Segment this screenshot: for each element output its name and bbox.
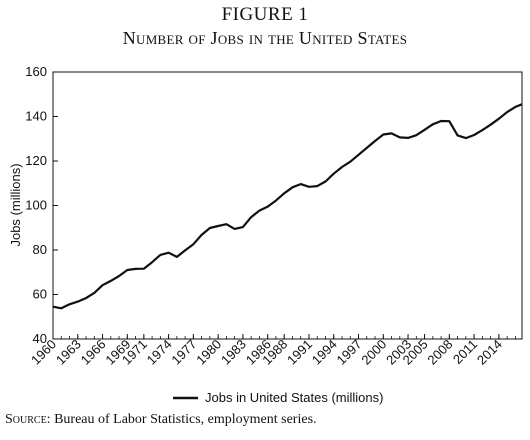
y-axis-label: Jobs (millions): [8, 163, 23, 246]
x-tick-label: 1966: [78, 337, 109, 368]
legend-label: Jobs in United States (millions): [205, 390, 383, 405]
x-tick-label: 2008: [424, 337, 455, 368]
source-note: Source: Bureau of Labor Statistics, empl…: [5, 412, 317, 428]
series-line: [52, 103, 523, 310]
plot-area: [52, 71, 523, 340]
figure-label: FIGURE 1: [221, 4, 309, 25]
x-tick-label: 2011: [450, 337, 480, 367]
figure-title: Number of Jobs in the United States: [122, 28, 408, 48]
y-tick-label: 120: [25, 153, 47, 168]
legend: Jobs in United States (millions): [173, 390, 383, 405]
x-tick-label: 2014: [474, 337, 505, 368]
y-tick-label: 140: [25, 109, 47, 124]
y-tick-label: 80: [33, 242, 47, 257]
x-tick-label: 1994: [309, 337, 340, 368]
y-tick-label: 160: [25, 64, 47, 79]
y-axis: 40 60 80 100 120 140 160: [25, 64, 58, 346]
x-tick-label: 1983: [218, 337, 249, 368]
x-tick-label: 2000: [358, 337, 389, 368]
source-text: Bureau of Labor Statistics, employment s…: [54, 412, 317, 427]
x-tick-label: 1977: [168, 337, 199, 368]
y-tick-label: 40: [33, 331, 47, 346]
x-tick-label: 1980: [193, 337, 224, 368]
x-tick-label: 1974: [144, 337, 175, 368]
x-tick-label: 1991: [284, 337, 315, 368]
y-tick-label: 100: [25, 198, 47, 213]
x-tick-label: 1997: [334, 337, 365, 368]
y-tick-label: 60: [33, 287, 47, 302]
source-label: Source:: [5, 412, 51, 427]
plot-frame: [52, 71, 523, 340]
x-tick-label: 1963: [53, 337, 84, 368]
